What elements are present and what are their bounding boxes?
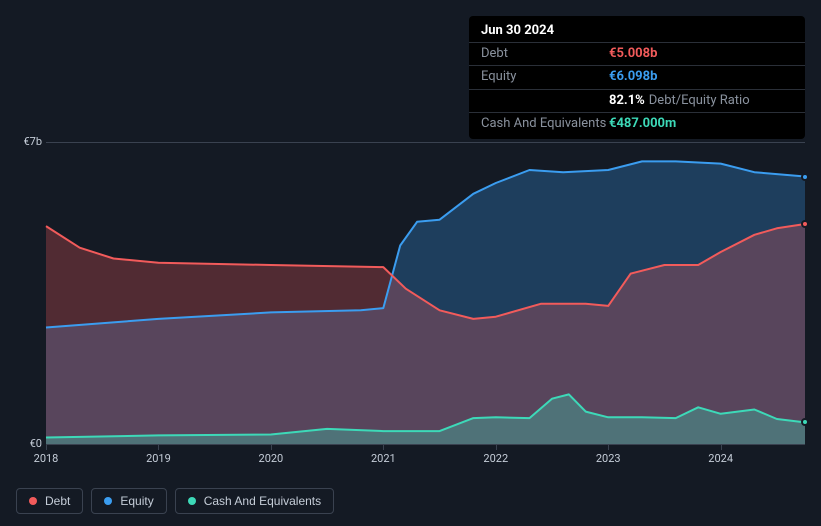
- marker-cash: [801, 418, 809, 426]
- tooltip-row-debt: Debt €5.008b: [469, 43, 805, 66]
- x-axis-tick: [496, 444, 497, 450]
- y-axis-label: €7b: [16, 135, 42, 148]
- tooltip-row-equity: Equity €6.098b: [469, 66, 805, 89]
- legend-label: Cash And Equivalents: [204, 494, 321, 508]
- tooltip-date: Jun 30 2024: [469, 20, 805, 43]
- x-axis-label: 2023: [596, 452, 621, 465]
- tooltip-value: €6.098b: [609, 68, 657, 86]
- tooltip-label: Equity: [481, 68, 609, 86]
- chart-svg: [46, 142, 805, 444]
- x-axis-tick: [158, 444, 159, 450]
- legend-item-debt[interactable]: Debt: [16, 488, 83, 514]
- circle-icon: [29, 497, 37, 505]
- marker-equity: [801, 173, 809, 181]
- tooltip-value: 82.1%Debt/Equity Ratio: [609, 92, 750, 110]
- x-axis-label: 2019: [146, 452, 171, 465]
- legend-label: Debt: [45, 494, 70, 508]
- y-gridline: [46, 142, 805, 143]
- tooltip-value: €487.000m: [609, 115, 676, 133]
- circle-icon: [188, 497, 196, 505]
- y-axis-label: €0: [16, 437, 42, 450]
- x-axis-tick: [46, 444, 47, 450]
- legend-item-equity[interactable]: Equity: [91, 488, 166, 514]
- financial-chart: Jun 30 2024 Debt €5.008b Equity €6.098b …: [16, 16, 805, 510]
- tooltip-label: Cash And Equivalents: [481, 115, 609, 133]
- tooltip-row-cash: Cash And Equivalents €487.000m: [469, 113, 805, 135]
- x-axis-label: 2024: [708, 452, 733, 465]
- circle-icon: [104, 497, 112, 505]
- x-axis-tick: [608, 444, 609, 450]
- legend-label: Equity: [120, 494, 153, 508]
- plot-area[interactable]: €0€7b2018201920202021202220232024: [46, 142, 805, 444]
- tooltip-value: €5.008b: [609, 45, 657, 63]
- chart-tooltip: Jun 30 2024 Debt €5.008b Equity €6.098b …: [469, 16, 805, 139]
- tooltip-label: Debt: [481, 45, 609, 63]
- x-axis-label: 2020: [259, 452, 284, 465]
- x-axis-tick: [383, 444, 384, 450]
- x-axis-label: 2022: [483, 452, 508, 465]
- x-axis-tick: [721, 444, 722, 450]
- x-axis-label: 2018: [34, 452, 59, 465]
- x-axis-label: 2021: [371, 452, 396, 465]
- tooltip-row-ratio: 82.1%Debt/Equity Ratio: [469, 90, 805, 113]
- y-gridline: [46, 444, 805, 445]
- chart-legend: Debt Equity Cash And Equivalents: [16, 488, 334, 514]
- x-axis-tick: [271, 444, 272, 450]
- tooltip-label: [481, 92, 609, 110]
- legend-item-cash[interactable]: Cash And Equivalents: [175, 488, 334, 514]
- marker-debt: [801, 220, 809, 228]
